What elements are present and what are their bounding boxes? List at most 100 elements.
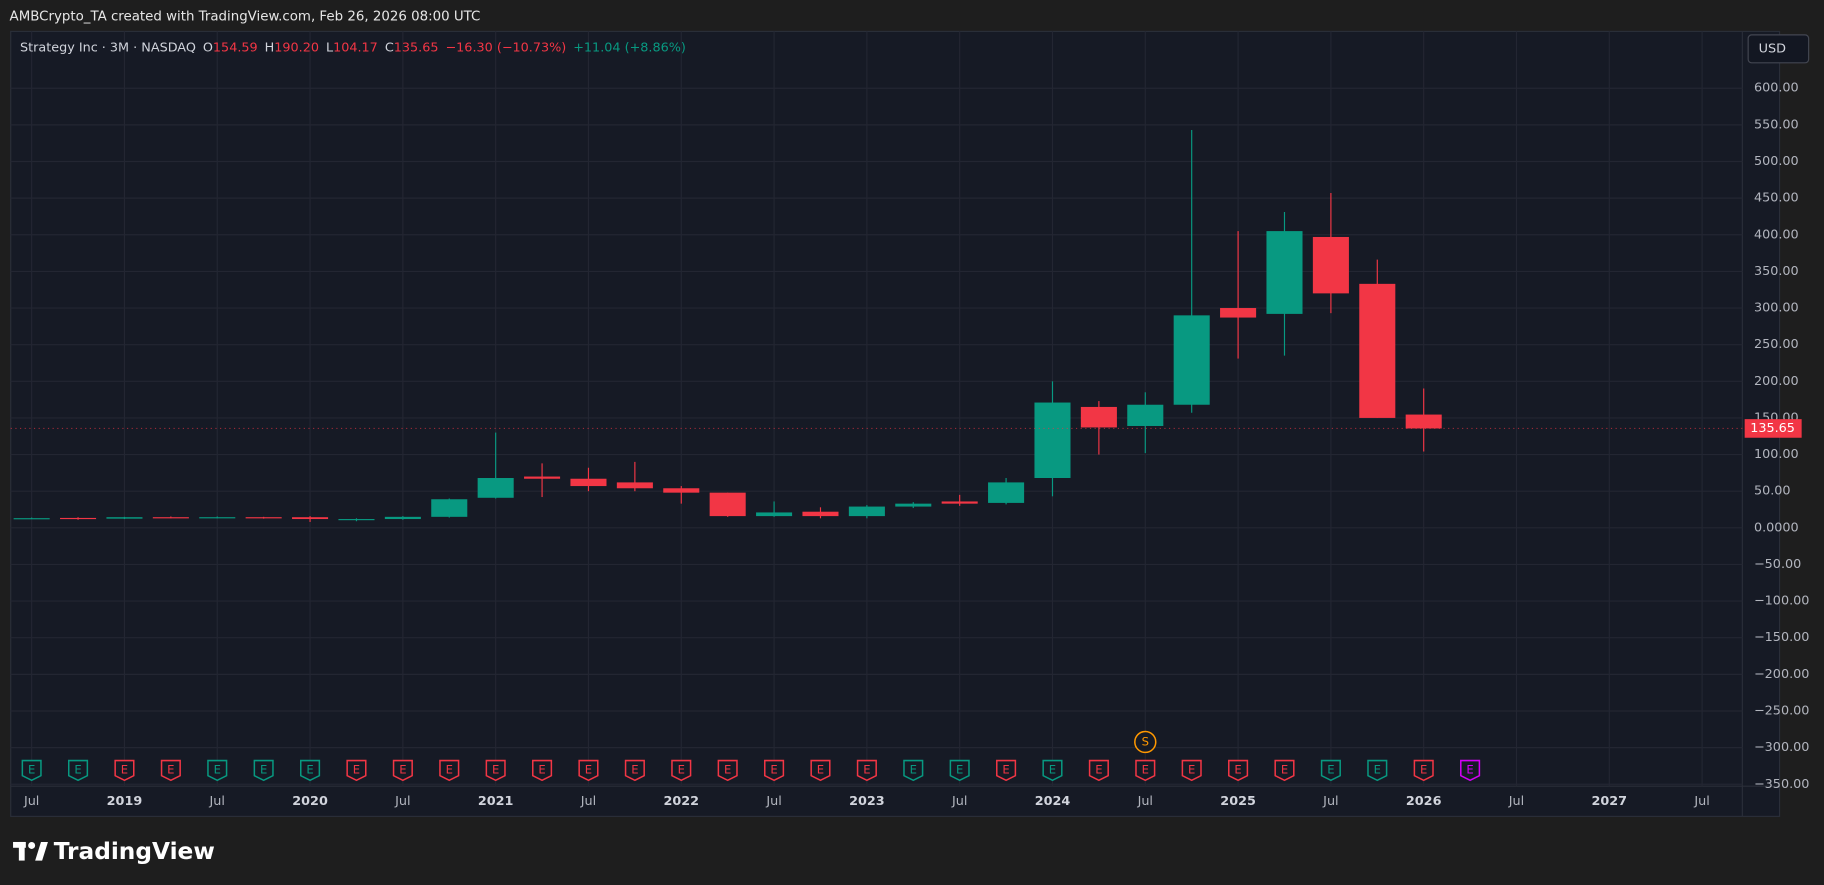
- earnings-marker[interactable]: [717, 759, 738, 782]
- earnings-marker[interactable]: [114, 759, 135, 782]
- earnings-label: E: [167, 762, 174, 776]
- candle-body: [13, 518, 50, 520]
- earnings-marker[interactable]: [1135, 759, 1156, 782]
- y-tick-label: 50.00: [1754, 484, 1791, 499]
- earnings-marker[interactable]: [1088, 759, 1109, 782]
- earnings-marker[interactable]: [21, 759, 42, 782]
- x-tick-label: Jul: [209, 794, 225, 809]
- earnings-label: E: [260, 762, 267, 776]
- earnings-marker[interactable]: [67, 759, 89, 782]
- earnings-label: E: [399, 762, 406, 776]
- earnings-label: E: [538, 762, 545, 776]
- earnings-marker[interactable]: [624, 759, 645, 782]
- x-tick-label: 2020: [292, 794, 328, 809]
- candle-body: [1266, 231, 1303, 314]
- y-tick-label: 450.00: [1754, 191, 1799, 206]
- earnings-marker[interactable]: [903, 759, 924, 782]
- watermark-logo: [13, 841, 48, 861]
- y-tick-label: −350.00: [1754, 777, 1809, 792]
- earnings-marker[interactable]: [856, 759, 877, 782]
- candle-body: [199, 517, 236, 519]
- earnings-marker[interactable]: [532, 759, 553, 782]
- earnings-marker[interactable]: [392, 759, 413, 782]
- legend-h: 190.20: [274, 40, 319, 55]
- legend-h-label: H: [265, 40, 275, 55]
- earnings-marker[interactable]: [1274, 759, 1295, 782]
- earnings-marker[interactable]: [671, 759, 692, 782]
- earnings-marker[interactable]: [1042, 759, 1063, 782]
- earnings-label: E: [1095, 762, 1102, 776]
- candle-body: [848, 506, 885, 517]
- candle-body: [802, 511, 839, 517]
- earnings-marker[interactable]: [1460, 759, 1481, 782]
- legend: Strategy Inc · 3M · NASDAQ O154.59 H190.20…: [20, 40, 686, 55]
- earnings-label: E: [353, 762, 360, 776]
- earnings-label: E: [956, 762, 963, 776]
- currency-button[interactable]: [1747, 34, 1810, 64]
- x-tick-label: 2019: [107, 794, 143, 809]
- earnings-marker[interactable]: [207, 759, 228, 782]
- candle-body: [895, 503, 932, 507]
- earnings-marker[interactable]: [253, 759, 274, 782]
- earnings-marker[interactable]: [764, 759, 785, 782]
- candle-body: [709, 492, 746, 517]
- candle-body: [1080, 406, 1117, 428]
- earnings-marker[interactable]: [810, 759, 831, 782]
- legend-o: 154.59: [213, 40, 258, 55]
- earnings-marker[interactable]: [1367, 759, 1388, 782]
- legend-extra: +11.04 (+8.86%): [573, 40, 686, 55]
- earnings-marker[interactable]: [439, 759, 460, 782]
- candle-body: [152, 517, 189, 519]
- currency-label[interactable]: USD: [1759, 41, 1786, 56]
- x-tick-label: 2021: [478, 794, 514, 809]
- x-tick-label: Jul: [765, 794, 781, 809]
- legend-c-label: C: [385, 40, 394, 55]
- earnings-marker[interactable]: [1228, 759, 1249, 782]
- earnings-marker[interactable]: [949, 759, 970, 782]
- earnings-label: E: [492, 762, 499, 776]
- candle-body: [1173, 315, 1210, 405]
- earnings-label: E: [817, 762, 824, 776]
- candle-body: [1127, 404, 1164, 426]
- earnings-marker[interactable]: [346, 759, 367, 782]
- earnings-label: E: [74, 762, 81, 776]
- earnings-label: E: [1002, 762, 1009, 776]
- earnings-label: E: [1466, 762, 1473, 776]
- earnings-label: E: [1142, 762, 1149, 776]
- earnings-marker[interactable]: [1181, 759, 1202, 782]
- y-tick-label: 0.0000: [1754, 520, 1799, 535]
- y-tick-label: 550.00: [1754, 117, 1799, 132]
- earnings-marker[interactable]: [160, 759, 181, 782]
- earnings-label: E: [1049, 762, 1056, 776]
- earnings-marker[interactable]: [300, 759, 321, 782]
- x-tick-label: Jul: [1693, 794, 1709, 809]
- earnings-label: E: [1420, 762, 1427, 776]
- candle-body: [1220, 308, 1257, 318]
- x-tick-label: 2022: [663, 794, 699, 809]
- y-tick-label: −250.00: [1754, 703, 1809, 718]
- candle-body: [988, 482, 1025, 503]
- candle-body: [1312, 236, 1349, 294]
- earnings-marker[interactable]: [996, 759, 1017, 782]
- legend-l-label: L: [326, 40, 334, 55]
- earnings-label: E: [585, 762, 592, 776]
- earnings-label: E: [446, 762, 453, 776]
- x-tick-label: 2025: [1220, 794, 1256, 809]
- earnings-label: E: [724, 762, 731, 776]
- earnings-marker[interactable]: [578, 759, 599, 782]
- y-tick-label: 300.00: [1754, 301, 1799, 316]
- candle-body: [1359, 283, 1396, 418]
- y-tick-label: 400.00: [1754, 227, 1799, 242]
- earnings-label: E: [863, 762, 870, 776]
- y-tick-label: 600.00: [1754, 81, 1799, 96]
- earnings-marker[interactable]: [485, 759, 506, 782]
- y-tick-label: −100.00: [1754, 594, 1809, 609]
- candle-body: [616, 482, 653, 489]
- x-tick-label: Jul: [23, 794, 39, 809]
- x-tick-label: Jul: [1508, 794, 1524, 809]
- earnings-marker[interactable]: [1320, 759, 1341, 782]
- split-label: S: [1142, 734, 1149, 748]
- candle-body: [106, 517, 143, 519]
- earnings-marker[interactable]: [1413, 759, 1434, 782]
